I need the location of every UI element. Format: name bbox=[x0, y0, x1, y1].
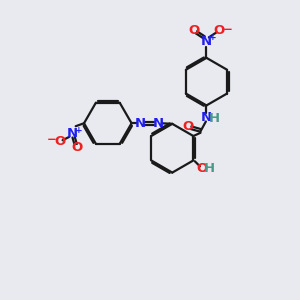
Text: +: + bbox=[209, 33, 217, 42]
Text: O: O bbox=[197, 162, 208, 175]
Text: O: O bbox=[188, 24, 200, 37]
Text: N: N bbox=[152, 117, 164, 130]
Text: N: N bbox=[201, 35, 212, 48]
Text: O: O bbox=[213, 24, 225, 37]
Text: N: N bbox=[67, 127, 78, 140]
Text: −: − bbox=[46, 133, 56, 146]
Text: O: O bbox=[71, 141, 82, 154]
Text: H: H bbox=[204, 162, 215, 175]
Text: −: − bbox=[222, 23, 232, 36]
Text: O: O bbox=[54, 136, 65, 148]
Text: O: O bbox=[182, 120, 194, 133]
Text: N: N bbox=[135, 117, 146, 130]
Text: H: H bbox=[208, 112, 220, 125]
Text: N: N bbox=[200, 111, 211, 124]
Text: +: + bbox=[75, 126, 83, 135]
